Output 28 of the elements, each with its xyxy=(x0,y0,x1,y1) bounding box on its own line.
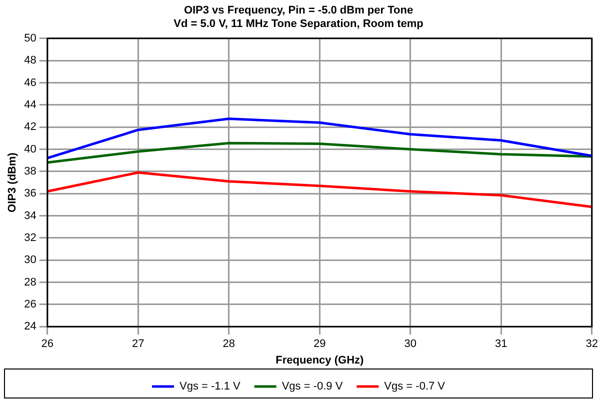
text: OIP3 vs Frequency, Pin = -5.0 dBm per Tone xyxy=(184,4,414,17)
y-tick-label: 38 xyxy=(24,165,36,178)
text: Vd = 5.0 V, 11 MHz Tone Separation, Room temp xyxy=(174,18,424,30)
legend-label: Vgs = -0.9 V xyxy=(282,380,344,393)
y-axis-title: OIP3 (dBm) xyxy=(6,152,19,212)
y-tick-label: 50 xyxy=(24,32,36,44)
x-tick-label: 31 xyxy=(495,338,508,350)
y-tick-label: 32 xyxy=(24,232,36,244)
y-tick-label: 24 xyxy=(24,320,36,333)
y-tick-label: 46 xyxy=(24,76,36,89)
y-tick-label: 26 xyxy=(24,298,36,310)
y-tick-label: 42 xyxy=(24,121,36,134)
y-tick-label: 36 xyxy=(24,188,36,200)
x-axis-title: Frequency (GHz) xyxy=(276,354,364,366)
x-tick-label: 29 xyxy=(314,338,326,350)
y-tick-label: 28 xyxy=(24,276,36,288)
y-tick-label: 44 xyxy=(24,98,36,111)
x-tick-label: 26 xyxy=(41,338,54,350)
y-tick-label: 34 xyxy=(24,210,36,222)
x-tick-label: 32 xyxy=(586,338,598,350)
x-tick-label: 27 xyxy=(132,338,144,350)
y-tick-label: 40 xyxy=(24,143,36,156)
legend-label: Vgs = -1.1 V xyxy=(179,380,241,393)
x-tick-label: 28 xyxy=(222,338,236,350)
legend-label: Vgs = -0.7 V xyxy=(384,380,446,393)
x-tick-label: 30 xyxy=(404,338,417,350)
y-tick-label: 30 xyxy=(24,254,36,266)
y-tick-label: 48 xyxy=(24,54,36,67)
